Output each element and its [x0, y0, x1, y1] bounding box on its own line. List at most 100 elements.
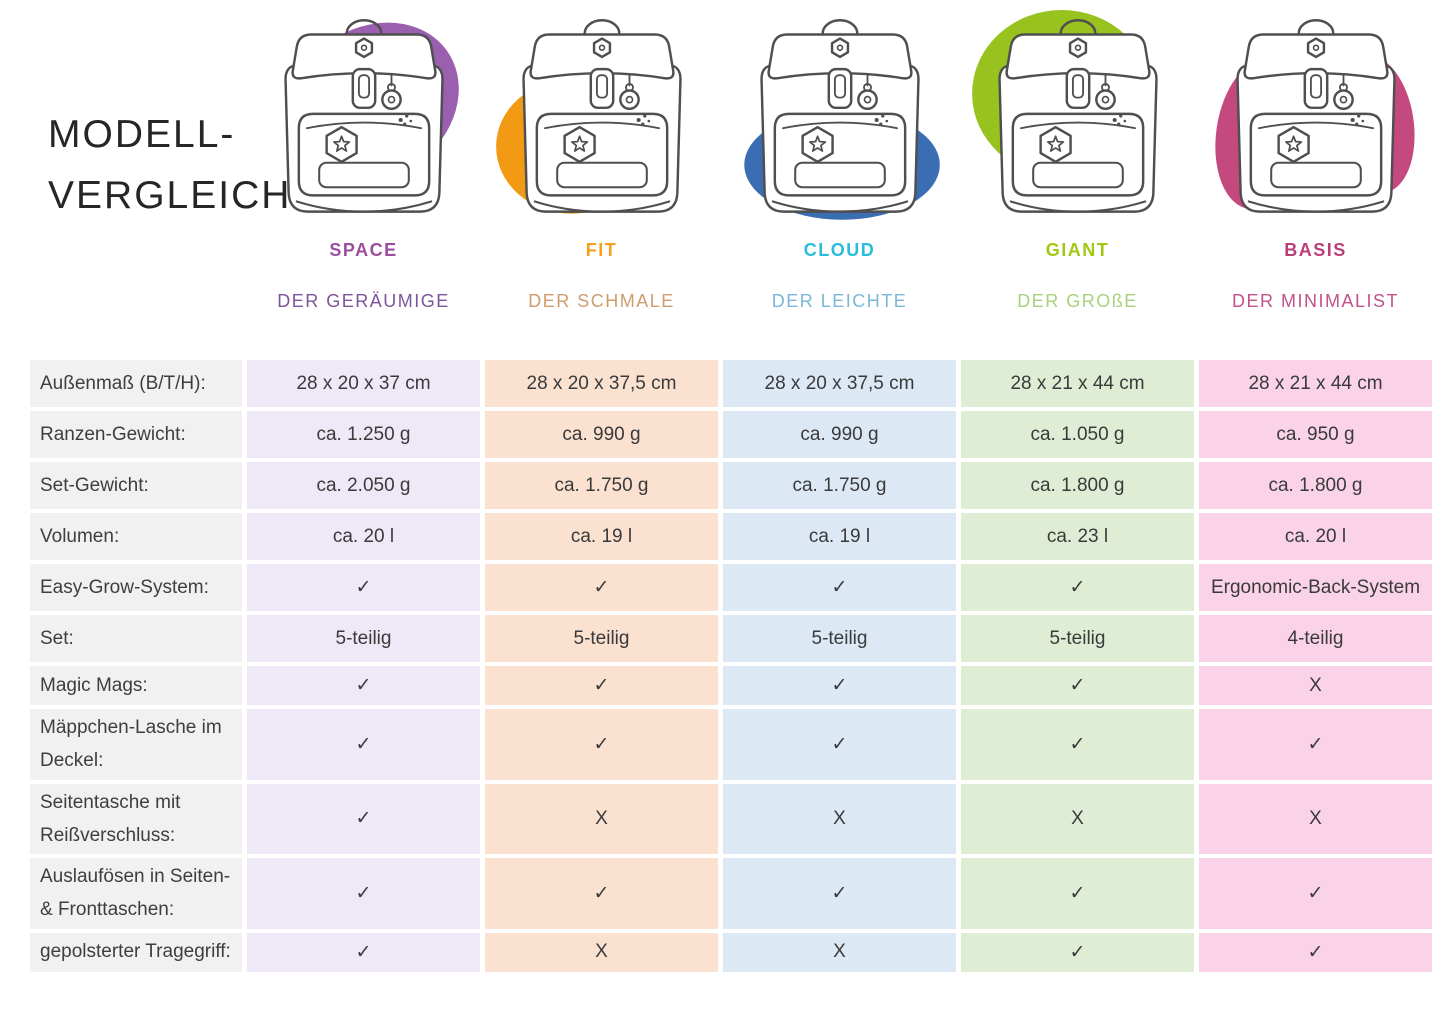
cell-cloud: ca. 990 g — [723, 411, 956, 458]
table-row-aussenmass: Außenmaß (B/T/H): 28 x 20 x 37 cm 28 x 2… — [30, 360, 1432, 407]
cell-space: 28 x 20 x 37 cm — [247, 360, 480, 407]
row-label: Seitentasche mit Reißverschluss: — [30, 783, 242, 854]
cell-space: ✓ — [247, 932, 480, 972]
cell-fit: 5-teilig — [485, 615, 718, 662]
cell-fit: ✓ — [485, 666, 718, 705]
cell-fit: 28 x 20 x 37,5 cm — [485, 360, 718, 407]
table-row-seitentasche: Seitentasche mit Reißverschluss: ✓ X X X… — [30, 783, 1432, 854]
cell-giant: ✓ — [961, 932, 1194, 972]
page-title-line1: MODELL- — [48, 113, 236, 156]
row-label: gepolsterter Tragegriff: — [30, 932, 242, 972]
cell-giant: ✓ — [961, 709, 1194, 780]
model-column-basis: BASIS DER MINIMALIST — [1199, 0, 1432, 348]
table-row-tragegriff: gepolsterter Tragegriff: ✓ X X ✓ ✓ — [30, 932, 1432, 972]
cell-fit: ca. 1.750 g — [485, 462, 718, 509]
model-name-fit: FIT — [585, 240, 618, 260]
row-label: Auslaufösen in Seiten- & Fronttaschen: — [30, 858, 242, 929]
cell-cloud: 5-teilig — [723, 615, 956, 662]
model-subtitle-space: DER GERÄUMIGE — [277, 291, 450, 311]
cell-fit: ✓ — [485, 709, 718, 780]
cell-space: ca. 20 l — [247, 513, 480, 560]
header: MODELL- VERGLEICH SPACE DER GERÄUMIGE FI… — [30, 0, 1432, 348]
cell-basis: ca. 1.800 g — [1199, 462, 1432, 509]
row-label: Easy-Grow-System: — [30, 564, 242, 611]
row-label: Set: — [30, 615, 242, 662]
table-row-maeppchen-lasche: Mäppchen-Lasche im Deckel: ✓ ✓ ✓ ✓ ✓ — [30, 709, 1432, 780]
cell-basis: ca. 950 g — [1199, 411, 1432, 458]
backpack-basis-illustration — [1214, 19, 1415, 213]
cell-basis: ✓ — [1199, 932, 1432, 972]
table-row-easy-grow-system: Easy-Grow-System: ✓ ✓ ✓ ✓ Ergonomic-Back… — [30, 564, 1432, 611]
cell-cloud: ✓ — [723, 666, 956, 705]
page-title-line2: VERGLEICH — [48, 174, 292, 217]
cell-space: ✓ — [247, 783, 480, 854]
cell-giant: ca. 1.800 g — [961, 462, 1194, 509]
cell-basis: ca. 20 l — [1199, 513, 1432, 560]
row-label: Mäppchen-Lasche im Deckel: — [30, 709, 242, 780]
table-row-volumen: Volumen: ca. 20 l ca. 19 l ca. 19 l ca. … — [30, 513, 1432, 560]
row-label: Außenmaß (B/T/H): — [30, 360, 242, 407]
cell-giant: ✓ — [961, 666, 1194, 705]
model-subtitle-fit: DER SCHMALE — [528, 291, 675, 311]
backpack-cloud-illustration — [743, 19, 940, 220]
cell-cloud: ✓ — [723, 564, 956, 611]
cell-space: ✓ — [247, 709, 480, 780]
model-subtitle-cloud: DER LEICHTE — [771, 291, 908, 311]
model-name-cloud: CLOUD — [803, 240, 876, 260]
cell-cloud: X — [723, 932, 956, 972]
cell-fit: X — [485, 932, 718, 972]
table-row-magic-mags: Magic Mags: ✓ ✓ ✓ ✓ X — [30, 666, 1432, 705]
row-label: Ranzen-Gewicht: — [30, 411, 242, 458]
cell-space: ✓ — [247, 858, 480, 929]
cell-giant: ca. 23 l — [961, 513, 1194, 560]
row-label: Magic Mags: — [30, 666, 242, 705]
cell-space: ✓ — [247, 666, 480, 705]
table-row-set-gewicht: Set-Gewicht: ca. 2.050 g ca. 1.750 g ca.… — [30, 462, 1432, 509]
cell-cloud: ✓ — [723, 858, 956, 929]
row-label: Volumen: — [30, 513, 242, 560]
cell-fit: X — [485, 783, 718, 854]
cell-fit: ✓ — [485, 564, 718, 611]
comparison-sheet: MODELL- VERGLEICH SPACE DER GERÄUMIGE FI… — [30, 0, 1432, 972]
row-label: Set-Gewicht: — [30, 462, 242, 509]
cell-cloud: 28 x 20 x 37,5 cm — [723, 360, 956, 407]
cell-giant: ca. 1.050 g — [961, 411, 1194, 458]
cell-giant: X — [961, 783, 1194, 854]
cell-cloud: ca. 19 l — [723, 513, 956, 560]
cell-cloud: ✓ — [723, 709, 956, 780]
cell-space: ca. 1.250 g — [247, 411, 480, 458]
model-name-basis: BASIS — [1284, 240, 1347, 260]
model-subtitle-giant: DER GROßE — [1017, 291, 1138, 311]
model-subtitle-basis: DER MINIMALIST — [1231, 291, 1399, 311]
cell-space: ✓ — [247, 564, 480, 611]
table-row-ranzen-gewicht: Ranzen-Gewicht: ca. 1.250 g ca. 990 g ca… — [30, 411, 1432, 458]
model-column-cloud: CLOUD DER LEICHTE — [723, 0, 956, 348]
cell-basis: 4-teilig — [1199, 615, 1432, 662]
page-title: MODELL- VERGLEICH — [30, 0, 292, 348]
model-column-giant: GIANT DER GROßE — [961, 0, 1194, 348]
cell-fit: ✓ — [485, 858, 718, 929]
cell-fit: ca. 19 l — [485, 513, 718, 560]
model-column-space: SPACE DER GERÄUMIGE — [247, 0, 480, 348]
table-row-set: Set: 5-teilig 5-teilig 5-teilig 5-teilig… — [30, 615, 1432, 662]
cell-giant: 28 x 21 x 44 cm — [961, 360, 1194, 407]
cell-giant: ✓ — [961, 564, 1194, 611]
cell-basis: ✓ — [1199, 858, 1432, 929]
comparison-table: Außenmaß (B/T/H): 28 x 20 x 37 cm 28 x 2… — [30, 360, 1432, 972]
model-name-space: SPACE — [329, 240, 398, 260]
cell-basis: Ergonomic-Back-System — [1199, 564, 1432, 611]
backpack-fit-illustration — [495, 19, 682, 214]
backpack-giant-illustration — [971, 10, 1158, 213]
cell-space: 5-teilig — [247, 615, 480, 662]
model-name-giant: GIANT — [1045, 240, 1110, 260]
backpack-space-illustration — [283, 19, 459, 213]
cell-cloud: ca. 1.750 g — [723, 462, 956, 509]
cell-giant: 5-teilig — [961, 615, 1194, 662]
cell-giant: ✓ — [961, 858, 1194, 929]
cell-basis: X — [1199, 666, 1432, 705]
cell-basis: ✓ — [1199, 709, 1432, 780]
cell-cloud: X — [723, 783, 956, 854]
cell-basis: X — [1199, 783, 1432, 854]
cell-basis: 28 x 21 x 44 cm — [1199, 360, 1432, 407]
model-column-fit: FIT DER SCHMALE — [485, 0, 718, 348]
